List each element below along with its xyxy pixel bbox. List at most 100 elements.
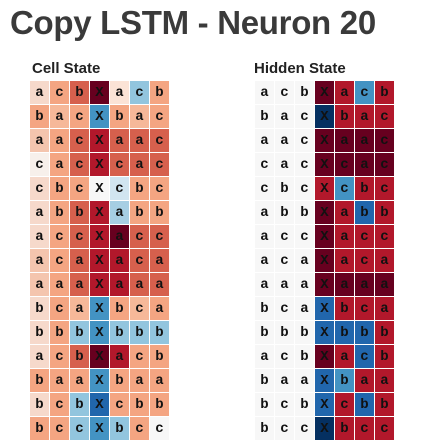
hidden-state-cell: a [335, 225, 354, 248]
hidden-state-cell: a [275, 153, 294, 176]
cell-state-cell: b [50, 177, 69, 200]
hidden-state-cell: c [355, 81, 374, 104]
cell-state-cell: c [130, 225, 149, 248]
cell-state-cell: a [30, 273, 49, 296]
cell-state-cell: c [130, 297, 149, 320]
cell-state-cell: X [90, 81, 109, 104]
cell-state-cell: b [50, 201, 69, 224]
hidden-state-cell: X [315, 81, 334, 104]
cell-state-cell: c [50, 81, 69, 104]
hidden-state-cell: a [335, 345, 354, 368]
cell-state-cell: b [70, 81, 89, 104]
cell-state-cell: a [150, 297, 169, 320]
cell-state-cell: a [110, 81, 129, 104]
cell-state-cell: a [50, 129, 69, 152]
hidden-state-cell: b [275, 201, 294, 224]
hidden-state-cell: c [375, 177, 394, 200]
hidden-state-cell: a [255, 81, 274, 104]
cell-state-cell: b [30, 105, 49, 128]
hidden-state-cell: a [375, 273, 394, 296]
hidden-state-cell: X [315, 201, 334, 224]
hidden-state-cell: a [295, 249, 314, 272]
hidden-state-cell: b [255, 393, 274, 416]
cell-state-cell: X [90, 129, 109, 152]
hidden-state-cell: c [355, 297, 374, 320]
hidden-state-cell: c [355, 417, 374, 440]
cell-state-cell: a [110, 249, 129, 272]
cell-state-cell: c [150, 177, 169, 200]
hidden-state-cell: a [275, 129, 294, 152]
cell-state-cell: a [50, 369, 69, 392]
hidden-state-cell: b [375, 345, 394, 368]
hidden-state-cell: b [275, 177, 294, 200]
hidden-state-cell: c [355, 345, 374, 368]
hidden-state-cell: X [315, 177, 334, 200]
cell-state-cell: a [70, 249, 89, 272]
hidden-state-cell: a [375, 297, 394, 320]
cell-state-cell: b [30, 393, 49, 416]
cell-state-cell: a [70, 369, 89, 392]
hidden-state-cell: c [355, 249, 374, 272]
hidden-state-cell: a [335, 201, 354, 224]
cell-state-cell: c [70, 177, 89, 200]
cell-state-cell: c [150, 129, 169, 152]
hidden-state-cell: a [275, 105, 294, 128]
cell-state-cell: X [90, 369, 109, 392]
cell-state-cell: b [150, 393, 169, 416]
cell-state-cell: c [50, 345, 69, 368]
hidden-state-cell: a [375, 249, 394, 272]
cell-state-cell: c [130, 81, 149, 104]
cell-state-cell: a [150, 369, 169, 392]
cell-state-cell: a [30, 201, 49, 224]
hidden-state-cell: c [295, 177, 314, 200]
hidden-state-cell: X [315, 249, 334, 272]
hidden-state-cell: b [375, 201, 394, 224]
cell-state-cell: X [90, 177, 109, 200]
cell-state-cell: b [70, 201, 89, 224]
hidden-state-cell: c [295, 417, 314, 440]
cell-state-label: Cell State [32, 60, 101, 77]
hidden-state-cell: a [375, 369, 394, 392]
cell-state-cell: b [110, 417, 129, 440]
cell-state-cell: c [70, 417, 89, 440]
cell-state-cell: c [50, 249, 69, 272]
hidden-state-cell: b [295, 393, 314, 416]
hidden-state-cell: a [335, 81, 354, 104]
cell-state-cell: X [90, 345, 109, 368]
cell-state-cell: X [90, 201, 109, 224]
hidden-state-cell: b [295, 81, 314, 104]
hidden-state-cell: c [295, 105, 314, 128]
hidden-state-cell: X [315, 345, 334, 368]
hidden-state-cell: b [375, 321, 394, 344]
cell-state-cell: a [110, 273, 129, 296]
hidden-state-cell: X [315, 225, 334, 248]
hidden-state-cell: a [355, 369, 374, 392]
hidden-state-cell: b [255, 105, 274, 128]
hidden-state-cell: c [295, 129, 314, 152]
cell-state-cell: X [90, 297, 109, 320]
hidden-state-cell: c [375, 153, 394, 176]
hidden-state-cell: b [355, 393, 374, 416]
cell-state-cell: b [70, 393, 89, 416]
hidden-state-cell: c [275, 297, 294, 320]
cell-state-cell: c [110, 153, 129, 176]
hidden-state-label: Hidden State [254, 60, 346, 77]
hidden-state-cell: b [375, 81, 394, 104]
cell-state-cell: b [150, 201, 169, 224]
hidden-state-cell: b [255, 417, 274, 440]
cell-state-cell: X [90, 249, 109, 272]
